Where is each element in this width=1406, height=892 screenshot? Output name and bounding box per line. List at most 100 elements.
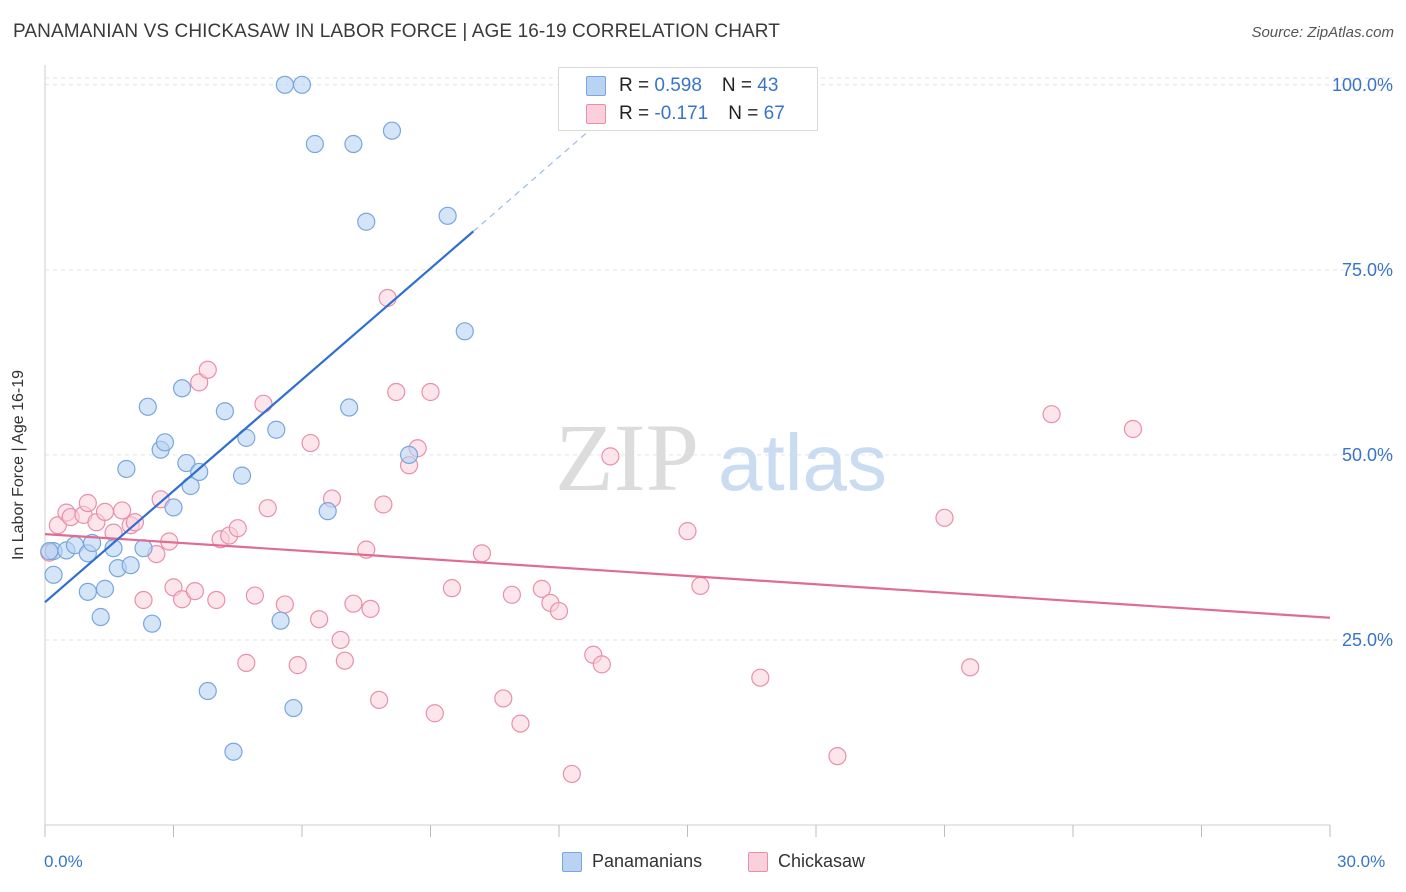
legend-n-label: N = (728, 103, 764, 124)
chickasaw-point (691, 576, 710, 596)
panamanian-point (284, 698, 303, 718)
panamanian-trend-line (44, 230, 475, 604)
panamanian-point (142, 614, 162, 633)
chickasaw-point (601, 447, 620, 466)
y-axis-label: In Labor Force | Age 16-19 (10, 369, 27, 561)
panamanian-point (399, 445, 419, 465)
legend-r-label: R = (619, 103, 655, 124)
panamanian-point (40, 542, 59, 561)
x-tick-label-min: 0.0% (44, 852, 83, 871)
panamanian-point (198, 681, 217, 701)
chickasaw-point (828, 747, 847, 766)
chickasaw-point (190, 373, 209, 392)
panamanian-point (237, 428, 256, 447)
panamanian-point (340, 398, 359, 417)
chickasaw-point (172, 590, 192, 609)
axes (44, 65, 1331, 837)
chickasaw-point (112, 501, 132, 520)
watermark: ZIP atlas (555, 404, 887, 511)
chickasaw-point (245, 586, 264, 605)
panamanian-point (438, 206, 457, 225)
chickasaw-point (185, 581, 205, 601)
panamanian-point (121, 556, 140, 575)
chickasaw-point (275, 595, 294, 614)
chickasaw-point (511, 714, 530, 733)
panamanian-point (83, 533, 102, 553)
chickasaw-point (310, 610, 329, 629)
legend-n-label: N = (721, 75, 758, 96)
chickasaw-point (331, 630, 350, 650)
y-tick-label: 100.0% (1332, 75, 1393, 95)
chickasaw-point (502, 585, 521, 604)
chickasaw-point (254, 394, 273, 413)
legend-label-chickasaw: Chickasaw (778, 851, 866, 871)
panamanian-point (224, 742, 243, 761)
y-tick-label: 50.0% (1342, 445, 1393, 465)
trend-lines (44, 119, 1331, 619)
panamanian-point (78, 582, 97, 601)
panamanian-point (164, 498, 183, 517)
chickasaw-point (335, 651, 354, 670)
chickasaw-point (228, 519, 247, 538)
chickasaw-point (374, 495, 393, 514)
legend-r-value: 0.598 (654, 75, 702, 96)
panamanian-point (138, 397, 157, 416)
panamanian-point (104, 539, 123, 558)
chickasaw-point (935, 508, 954, 527)
y-tick-labels: 25.0% 50.0% 75.0% 100.0% (1332, 75, 1393, 650)
legend-n-value: 43 (757, 75, 779, 96)
panamanian-point (172, 379, 192, 398)
panamanian-point (305, 134, 324, 154)
chickasaw-point (1123, 419, 1143, 439)
legend-item-panamanians[interactable]: Panamanians (562, 851, 702, 872)
legend-item-chickasaw[interactable]: Chickasaw (748, 851, 865, 872)
panamanian-point (344, 134, 363, 154)
panamanian-trend-extension (472, 119, 603, 232)
panamanian-point (215, 402, 234, 421)
chickasaw-point (95, 502, 115, 521)
chickasaw-point (425, 704, 444, 723)
chart-title: PANAMANIAN VS CHICKASAW IN LABOR FORCE |… (13, 21, 780, 42)
panamanian-point (455, 322, 474, 341)
chickasaw-point (48, 516, 67, 535)
chickasaw-point (562, 764, 581, 784)
panamanian-point (232, 466, 252, 485)
panamanian-points (40, 75, 474, 761)
chickasaw-point (344, 594, 363, 613)
chickasaw-point (961, 658, 980, 677)
watermark-zip: ZIP (555, 404, 699, 511)
chickasaw-point (361, 599, 380, 618)
y-tick-label: 25.0% (1342, 630, 1393, 650)
panamanian-point (91, 607, 110, 627)
chickasaw-point (678, 522, 697, 541)
legend-swatch-pink (586, 104, 606, 124)
chickasaw-point (472, 544, 491, 563)
panamanian-point (177, 453, 196, 473)
chickasaw-point (125, 513, 145, 532)
chickasaw-point (78, 493, 97, 513)
panamanian-point (382, 121, 402, 140)
legend-swatch-blue (586, 76, 606, 96)
chickasaw-point (151, 490, 170, 509)
chickasaw-point (258, 499, 277, 518)
chickasaw-point (387, 382, 406, 402)
legend-n-value: 67 (763, 103, 785, 124)
grid-lines (45, 77, 1392, 641)
chickasaw-points (40, 288, 1143, 784)
panamanian-point (134, 539, 153, 558)
panamanian-point (44, 565, 63, 584)
panamanian-point (95, 579, 115, 598)
chickasaw-point (1042, 405, 1061, 424)
chickasaw-point (198, 360, 217, 379)
chickasaw-trend-line (44, 533, 1331, 619)
panamanian-point (275, 75, 294, 94)
correlation-legend: R = 0.598 N = 43 R = -0.171 N = 67 (558, 67, 818, 131)
chickasaw-point (532, 579, 551, 598)
legend-swatch-chickasaw (748, 851, 768, 872)
chickasaw-point (421, 382, 440, 402)
legend-row-panamanians: R = 0.598 N = 43 (586, 74, 779, 98)
chickasaw-point (237, 653, 256, 672)
chickasaw-point (378, 288, 397, 308)
panamanian-point (357, 212, 376, 231)
panamanian-point (318, 502, 337, 521)
